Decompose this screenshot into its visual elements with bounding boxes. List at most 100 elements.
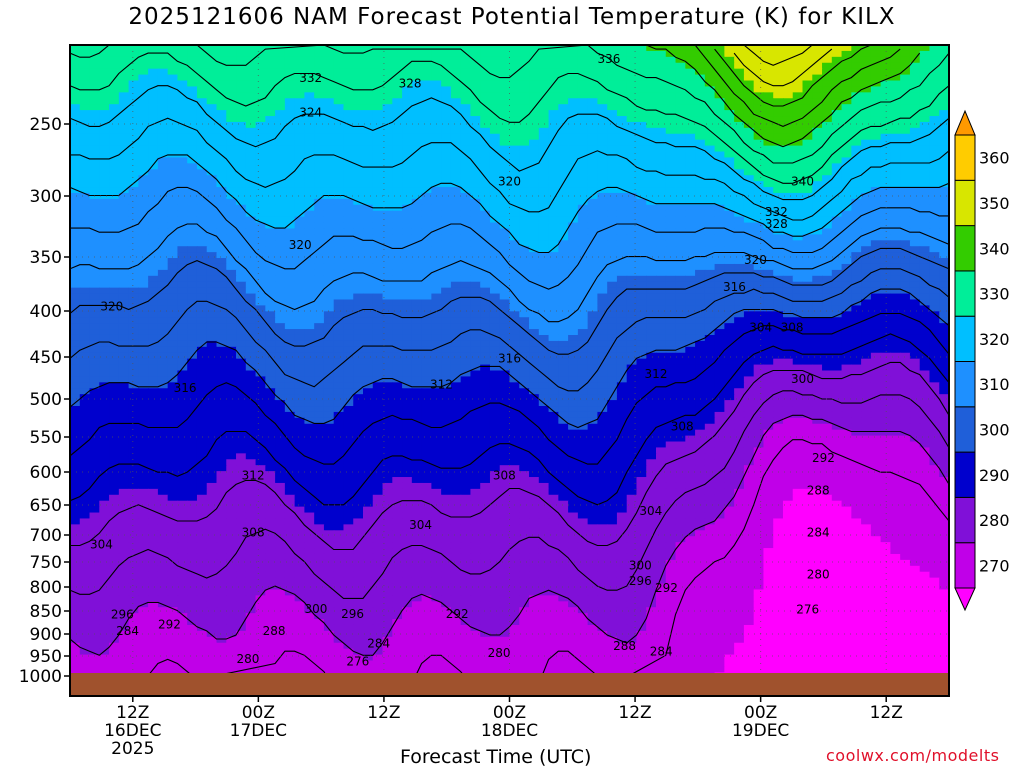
field-cell	[99, 68, 110, 76]
field-cell	[353, 121, 364, 129]
field-cell	[138, 133, 149, 141]
field-cell	[607, 358, 618, 366]
field-cell	[236, 346, 247, 354]
field-cell	[480, 287, 491, 295]
field-cell	[323, 80, 335, 88]
field-cell	[558, 56, 569, 64]
field-cell	[157, 293, 169, 301]
field-cell	[343, 317, 354, 324]
field-cell	[665, 210, 677, 218]
field-cell	[782, 104, 794, 111]
field-cell	[323, 198, 335, 206]
field-cell	[802, 133, 813, 141]
field-cell	[206, 228, 218, 235]
field-cell	[392, 56, 403, 64]
field-cell	[79, 275, 91, 283]
field-cell	[773, 269, 784, 277]
field-cell	[489, 323, 501, 330]
field-cell	[89, 246, 100, 253]
field-cell	[558, 98, 569, 105]
field-cell	[939, 116, 949, 123]
field-cell	[431, 68, 442, 76]
field-cell	[421, 121, 432, 129]
field-cell	[89, 293, 100, 301]
field-cell	[333, 299, 345, 306]
field-cell	[314, 240, 325, 247]
field-cell	[460, 263, 472, 271]
field-cell	[450, 50, 462, 58]
field-cell	[196, 346, 208, 354]
field-cell	[450, 56, 462, 64]
field-cell	[489, 151, 501, 159]
field-cell	[568, 364, 579, 372]
field-cell	[333, 269, 345, 277]
field-cell	[919, 358, 931, 366]
field-cell	[714, 86, 725, 93]
field-cell	[939, 110, 949, 117]
field-cell	[99, 234, 110, 241]
field-cell	[421, 216, 432, 224]
field-cell	[538, 269, 550, 277]
field-cell	[79, 334, 91, 342]
field-cell	[157, 98, 169, 105]
field-cell	[480, 45, 491, 52]
field-cell	[304, 121, 315, 129]
field-cell	[284, 258, 296, 265]
field-cell	[157, 275, 169, 283]
field-cell	[753, 151, 765, 159]
field-cell	[548, 151, 559, 159]
field-cell	[392, 364, 403, 372]
field-cell	[880, 145, 891, 153]
field-cell	[704, 246, 716, 253]
field-cell	[431, 252, 442, 259]
field-cell	[646, 163, 657, 170]
field-cell	[763, 145, 774, 153]
field-cell	[743, 175, 755, 182]
field-cell	[333, 358, 345, 366]
field-cell	[450, 263, 462, 271]
field-cell	[743, 311, 755, 318]
field-cell	[538, 62, 550, 70]
field-cell	[206, 163, 218, 170]
field-cell	[392, 258, 403, 265]
field-cell	[363, 246, 374, 253]
field-cell	[753, 116, 765, 123]
field-cell	[79, 116, 91, 123]
field-cell	[138, 127, 149, 135]
field-cell	[616, 281, 628, 289]
field-cell	[460, 121, 472, 129]
field-cell	[646, 92, 657, 99]
field-cell	[255, 116, 266, 123]
field-cell	[499, 92, 511, 99]
field-cell	[236, 92, 247, 99]
field-cell	[265, 127, 276, 135]
field-cell	[265, 116, 276, 123]
field-cell	[734, 92, 745, 99]
field-cell	[294, 240, 305, 247]
field-cell	[284, 157, 296, 164]
field-cell	[138, 192, 149, 200]
field-cell	[734, 204, 745, 212]
field-cell	[236, 293, 247, 301]
field-cell	[577, 240, 589, 247]
field-cell	[568, 281, 579, 289]
field-cell	[402, 364, 413, 372]
field-cell	[724, 252, 735, 259]
field-cell	[773, 216, 784, 224]
field-cell	[695, 198, 706, 206]
field-cell	[577, 116, 589, 123]
field-cell	[577, 104, 589, 111]
field-cell	[597, 222, 608, 230]
field-cell	[99, 163, 110, 170]
field-cell	[568, 98, 579, 105]
field-cell	[196, 86, 208, 93]
field-cell	[529, 98, 540, 105]
field-cell	[450, 299, 462, 306]
field-cell	[900, 127, 911, 135]
field-cell	[831, 127, 843, 135]
field-cell	[646, 68, 657, 76]
field-cell	[831, 299, 843, 306]
field-cell	[99, 175, 110, 182]
field-cell	[568, 240, 579, 247]
field-cell	[900, 98, 911, 105]
